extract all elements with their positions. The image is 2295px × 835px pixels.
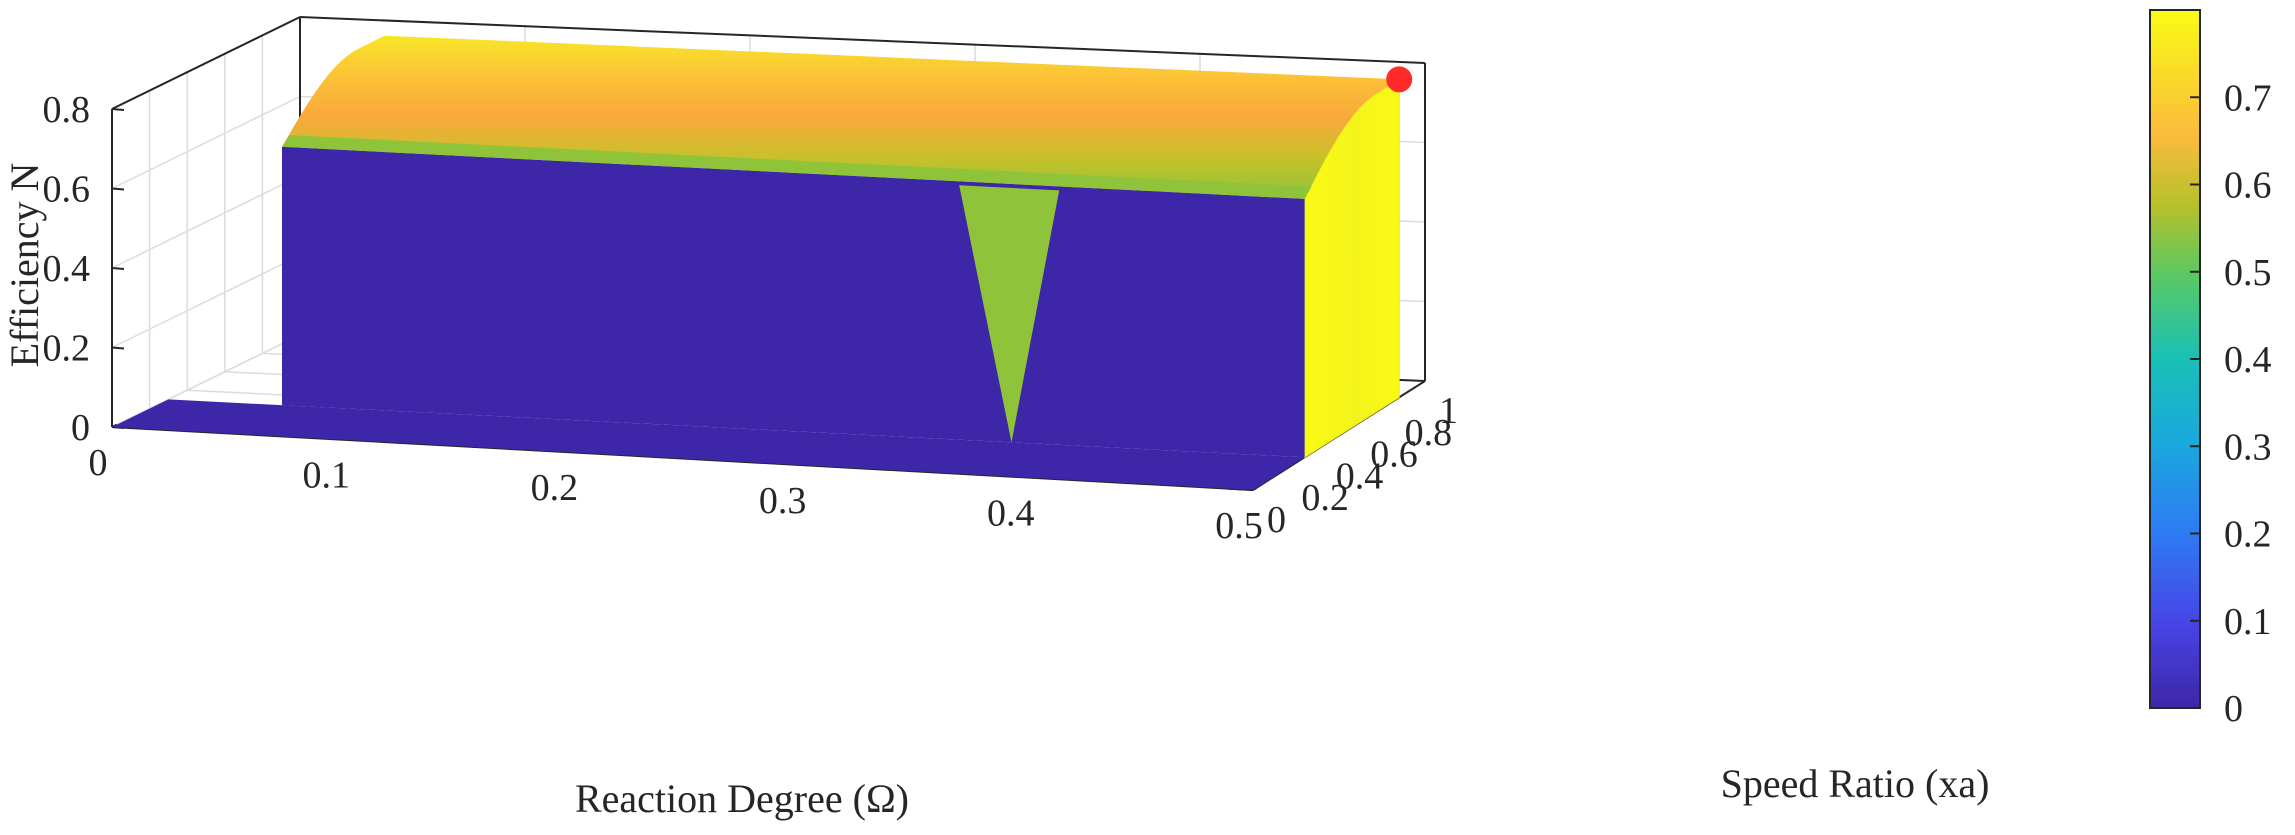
z-tick-label-0: 0: [71, 407, 90, 449]
tick-labels: 00.20.40.60.80 0.1 0.2 0.3 0.4 0.5 00.20.40.60…: [43, 89, 1459, 547]
colorbar-tick-label-1: 0.1: [2224, 601, 2272, 643]
tick-mark-z-0: [111, 426, 125, 429]
grid-line-side-z-2: [111, 175, 301, 269]
surface-front-face: [282, 146, 1305, 458]
y-tick-label-1: 0.2: [1301, 477, 1349, 519]
tick-mark-y-5: [1397, 378, 1426, 382]
y-tick-label-2: 0.4: [1336, 455, 1384, 497]
y-tick-label-3: 0.6: [1370, 434, 1418, 476]
grid-line-side-z-3: [111, 95, 301, 190]
colorbar-tick-label-4: 0.4: [2224, 339, 2272, 381]
z-tick-label-1: 0.2: [43, 328, 91, 370]
colorbar-tick-label-6: 0.6: [2224, 165, 2272, 207]
x-tick-label-5: 0.5: [1215, 505, 1263, 547]
axis-edge-3: [111, 16, 301, 110]
grid-line-side-z-0: [111, 334, 301, 428]
surface-notch: [959, 185, 1060, 443]
max-efficiency-point: [1386, 66, 1413, 93]
grid-line-side-z-1: [111, 254, 301, 349]
colorbar: 0 0.1 0.2 0.3 0.4 0.5 0.6 0.7: [2149, 9, 2272, 730]
colorbar-tick-label-0: 0: [2224, 688, 2243, 730]
colorbar-tick-label-3: 0.3: [2224, 426, 2272, 468]
x-tick-label-1: 0.1: [302, 455, 350, 497]
y-tick-label-4: 0.8: [1405, 412, 1453, 454]
x-tick-label-3: 0.3: [759, 480, 807, 522]
tick-mark-z-4: [111, 108, 125, 111]
y-axis-label: Speed Ratio (xa): [1721, 761, 1990, 806]
axis-labels: Efficiency N Reaction Degree (Ω) Speed Rat…: [2, 163, 1989, 821]
y-tick-label-0: 0: [1267, 499, 1286, 541]
x-tick-label-0: 0: [89, 442, 108, 484]
surface-floor-front: [112, 399, 1305, 490]
surface-front-edge-strip: [282, 135, 1312, 199]
efficiency-surface: [112, 35, 1425, 490]
axis-edge-4: [299, 16, 1426, 64]
z-tick-label-2: 0.4: [43, 248, 91, 290]
colorbar-tick-label-7: 0.7: [2224, 77, 2272, 119]
tick-mark-z-1: [111, 346, 125, 350]
x-tick-label-2: 0.2: [531, 467, 579, 509]
tick-mark-z-2: [111, 267, 125, 270]
y-tick-label-5: 1: [1439, 390, 1458, 432]
x-axis-label: Reaction Degree (Ω): [575, 776, 909, 821]
z-tick-label-4: 0.8: [43, 89, 91, 131]
tick-mark-x-5: [1252, 486, 1258, 491]
colorbar-tick-label-2: 0.2: [2224, 514, 2272, 556]
x-tick-label-4: 0.4: [987, 492, 1035, 534]
z-axis-label: Efficiency N: [2, 163, 47, 368]
tick-mark-z-3: [111, 187, 125, 191]
colorbar-tick-label-5: 0.5: [2224, 252, 2272, 294]
z-tick-label-3: 0.6: [43, 169, 91, 211]
